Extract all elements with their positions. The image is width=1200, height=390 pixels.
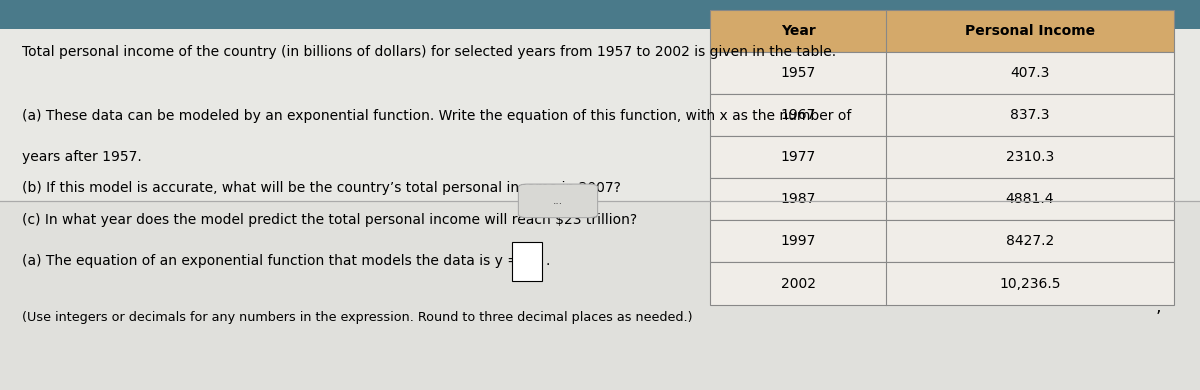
Text: ’: ’: [1156, 309, 1160, 327]
Text: .: .: [545, 254, 550, 268]
Text: 407.3: 407.3: [1010, 66, 1050, 80]
Text: years after 1957.: years after 1957.: [22, 150, 142, 164]
Text: 8427.2: 8427.2: [1006, 234, 1054, 248]
FancyBboxPatch shape: [710, 220, 1174, 262]
Text: 2310.3: 2310.3: [1006, 150, 1054, 164]
Text: 837.3: 837.3: [1010, 108, 1050, 122]
Text: (a) The equation of an exponential function that models the data is y =: (a) The equation of an exponential funct…: [22, 254, 518, 268]
FancyBboxPatch shape: [511, 242, 541, 281]
FancyBboxPatch shape: [710, 262, 1174, 305]
Text: Year: Year: [781, 24, 816, 38]
Text: 1997: 1997: [781, 234, 816, 248]
Text: 1957: 1957: [781, 66, 816, 80]
Text: (a) These data can be modeled by an exponential function. Write the equation of : (a) These data can be modeled by an expo…: [22, 109, 851, 123]
FancyBboxPatch shape: [710, 10, 1174, 52]
Text: Total personal income of the country (in billions of dollars) for selected years: Total personal income of the country (in…: [22, 45, 835, 59]
FancyBboxPatch shape: [0, 0, 1200, 201]
Text: (b) If this model is accurate, what will be the country’s total personal income : (b) If this model is accurate, what will…: [22, 181, 620, 195]
Text: 1967: 1967: [781, 108, 816, 122]
FancyBboxPatch shape: [0, 0, 1200, 29]
FancyBboxPatch shape: [710, 52, 1174, 94]
Text: 10,236.5: 10,236.5: [1000, 277, 1061, 291]
Text: 2002: 2002: [781, 277, 816, 291]
Text: 1987: 1987: [781, 192, 816, 206]
FancyBboxPatch shape: [0, 201, 1200, 390]
FancyBboxPatch shape: [710, 178, 1174, 220]
FancyBboxPatch shape: [710, 136, 1174, 178]
Text: (Use integers or decimals for any numbers in the expression. Round to three deci: (Use integers or decimals for any number…: [22, 311, 692, 324]
Text: 1977: 1977: [781, 150, 816, 164]
FancyBboxPatch shape: [518, 184, 598, 218]
Text: Personal Income: Personal Income: [965, 24, 1096, 38]
Text: 4881.4: 4881.4: [1006, 192, 1055, 206]
Text: ...: ...: [553, 196, 563, 206]
FancyBboxPatch shape: [710, 94, 1174, 136]
Text: (c) In what year does the model predict the total personal income will reach $23: (c) In what year does the model predict …: [22, 213, 637, 227]
